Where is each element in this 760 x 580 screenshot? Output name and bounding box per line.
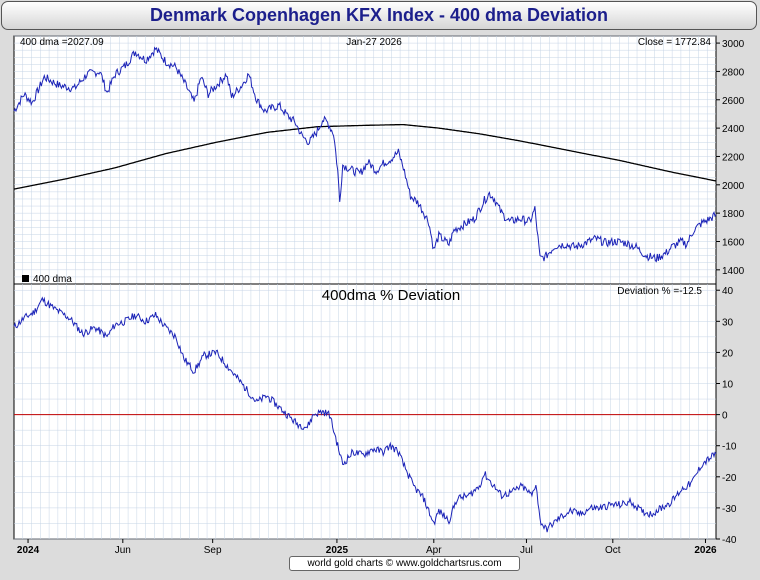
price-grid [14,35,716,285]
x-tick-label: Jul [520,545,533,556]
chart-frame: 1400 1600 1800 2000 2200 2400 2600 2800 3000 400… [0,33,760,575]
deviation-y-axis: -40 -30 -20 -10 0 10 20 30 40 [716,286,737,546]
date-label: Jan-27 2026 [346,37,402,48]
y-tick-label: -30 [722,504,737,515]
close-value-label: Close = 1772.84 [638,37,712,48]
x-tick-label: Jun [115,545,131,556]
y-tick-label: 2600 [722,96,745,107]
y-tick-label: 2000 [722,181,745,192]
footer-credit: world gold charts © www.goldchartsrus.co… [289,556,520,571]
y-tick-label: 0 [722,411,728,422]
y-tick-label: 1400 [722,266,745,277]
y-tick-label: 2400 [722,124,745,135]
dma-series-line [13,123,717,190]
y-tick-label: 2200 [722,152,745,163]
x-tick-label: Oct [605,545,621,556]
x-tick-label: 2025 [326,545,349,556]
deviation-value-label: Deviation % =-12.5 [617,286,702,297]
price-series-line [13,46,717,263]
price-y-axis: 1400 1600 1800 2000 2200 2400 2600 2800 3000 [716,39,745,277]
chart-title: Denmark Copenhagen KFX Index - 400 dma D… [1,1,757,30]
y-tick-label: 40 [722,286,734,297]
dma-value-label: 400 dma =2027.09 [20,37,104,48]
x-tick-label: 2024 [17,545,40,556]
y-tick-label: -40 [722,535,737,546]
y-tick-label: 2800 [722,67,745,78]
deviation-grid [14,284,716,540]
x-tick-label: Apr [426,545,442,556]
y-tick-label: 1600 [722,237,745,248]
y-tick-label: 1800 [722,209,745,220]
y-tick-label: 3000 [722,39,745,50]
y-tick-label: 30 [722,317,734,328]
x-axis: 2024 Jun Sep 2025 Apr Jul Oct 2026 [17,539,717,556]
y-tick-label: 10 [722,380,734,391]
x-tick-label: Sep [204,545,222,556]
x-tick-label: 2026 [694,545,717,556]
y-tick-label: -10 [722,442,737,453]
deviation-series-line [13,296,717,533]
y-tick-label: 20 [722,348,734,359]
dma-legend-label: 400 dma [33,274,72,285]
deviation-panel-title: 400dma % Deviation [322,287,460,304]
y-tick-label: -20 [722,473,737,484]
dma-legend-swatch [22,275,29,282]
